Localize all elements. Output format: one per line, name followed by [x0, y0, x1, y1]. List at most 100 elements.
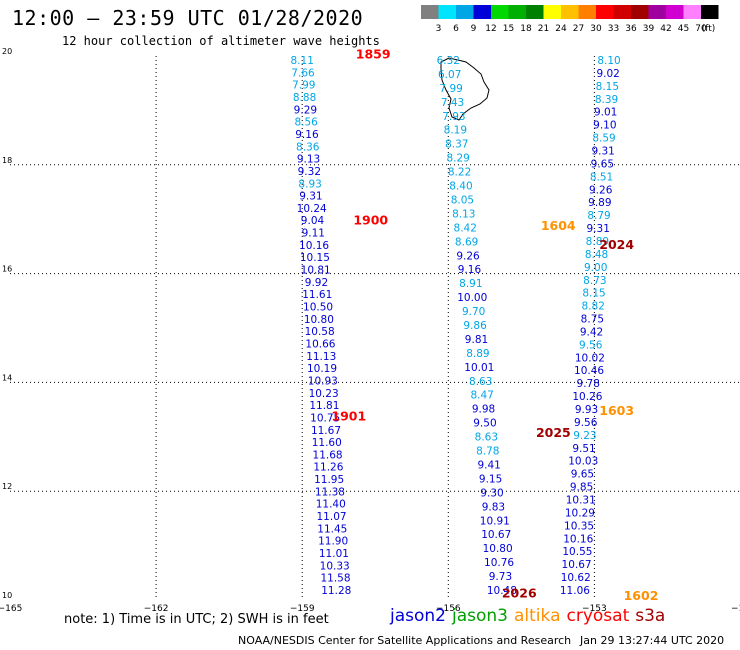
wave-height-value: 10.80 — [483, 543, 513, 555]
wave-height-value: 9.31 — [591, 145, 614, 157]
x-tick-label: −159 — [290, 604, 315, 614]
wave-height-value: 10.00 — [457, 292, 487, 304]
wave-height-value: 8.89 — [586, 236, 609, 248]
pass-time-label: 2024 — [599, 237, 634, 252]
color-legend: 3 6 9 12 15 18 21 24 27 30 33 36 39 42 45 70(ft) — [421, 5, 719, 34]
wave-height-value: 10.26 — [572, 391, 602, 403]
y-tick-label: 12 — [2, 482, 12, 491]
legend-label: 18 — [520, 24, 532, 34]
legend-swatch — [666, 5, 684, 19]
wave-height-value: 10.58 — [305, 326, 335, 338]
wave-height-value: 7.99 — [439, 83, 462, 95]
wave-height-value: 10.80 — [304, 314, 334, 326]
legend-swatch — [701, 5, 719, 19]
wave-height-value: 10.02 — [575, 352, 605, 364]
satellite-cryosat: cryosat — [566, 606, 630, 626]
wave-height-value: 9.16 — [458, 264, 482, 276]
legend-label: 39 — [643, 24, 655, 34]
wave-height-value: 9.11 — [302, 228, 325, 240]
wave-height-value: 10.19 — [307, 363, 337, 375]
satellite-s3a: s3a — [635, 606, 666, 626]
pass-time-label: 1859 — [356, 47, 391, 62]
wave-height-value: 10.81 — [301, 265, 331, 277]
wave-height-value: 9.32 — [298, 166, 321, 178]
legend-swatch — [526, 5, 544, 19]
legend-label: 42 — [660, 24, 671, 34]
y-tick-label: 10 — [2, 591, 12, 600]
wave-height-value: 8.15 — [582, 288, 605, 300]
wave-height-value: 8.93 — [298, 178, 321, 190]
wave-height-value: 10.16 — [563, 533, 593, 545]
wave-height-value: 9.26 — [589, 184, 613, 196]
legend-label: 45 — [678, 24, 689, 34]
legend-swatch — [491, 5, 509, 19]
wave-height-value: 8.42 — [454, 222, 477, 234]
wave-height-value: 10.67 — [481, 529, 511, 541]
hawaii-coastline — [440, 57, 490, 121]
wave-height-value: 10.91 — [480, 515, 510, 527]
legend-label: 12 — [485, 24, 496, 34]
legend-swatch — [683, 5, 701, 19]
wave-height-value: 11.67 — [311, 425, 341, 437]
wave-height-value: 10.55 — [562, 546, 592, 558]
legend-swatch — [508, 5, 526, 19]
wave-height-value: 9.01 — [594, 107, 617, 119]
wave-height-value: 8.36 — [296, 141, 320, 153]
credit-text: NOAA/NESDIS Center for Satellite Applica… — [238, 634, 572, 647]
wave-height-value: 10.33 — [320, 560, 350, 572]
wave-height-value: 6.07 — [438, 69, 461, 81]
wave-height-value: 8.15 — [596, 81, 619, 93]
legend-swatch — [613, 5, 631, 19]
legend-swatch — [438, 5, 456, 19]
wave-height-value: 10.29 — [565, 507, 595, 519]
x-tick-label: −156 — [436, 604, 461, 614]
legend-swatch — [578, 5, 596, 19]
wave-height-value: 11.07 — [317, 511, 347, 523]
track-1859-1901: 8.117.667.998.889.298.569.168.369.139.32… — [291, 55, 352, 597]
wave-height-value: 9.23 — [573, 430, 596, 442]
wave-height-value: 9.65 — [571, 469, 594, 481]
legend-label: 70 — [695, 24, 707, 34]
legend-swatch — [561, 5, 579, 19]
wave-height-value: 9.73 — [489, 571, 512, 583]
wave-height-value: 9.10 — [593, 120, 616, 132]
wave-height-value: 8.37 — [445, 139, 468, 151]
y-tick-label: 14 — [2, 373, 12, 382]
legend-swatch — [648, 5, 666, 19]
wave-height-value: 9.04 — [301, 215, 325, 227]
wave-height-value: 9.83 — [482, 501, 505, 513]
wave-height-value: 10.62 — [561, 572, 591, 584]
pass-time-label: 2025 — [536, 425, 571, 440]
legend-swatch — [596, 5, 614, 19]
wave-height-value: 9.26 — [456, 250, 480, 262]
wave-height-value: 10.03 — [568, 456, 598, 468]
wave-height-value: 9.29 — [294, 104, 317, 116]
x-tick-label: −15 — [731, 604, 740, 614]
legend-swatch — [543, 5, 561, 19]
wave-height-value: 10.46 — [574, 365, 604, 377]
wave-height-value: 8.73 — [583, 275, 606, 287]
wave-height-value: 11.68 — [313, 449, 343, 461]
legend-label: 6 — [453, 24, 459, 34]
wave-height-value: 8.11 — [291, 55, 314, 67]
y-tick-label: 20 — [2, 47, 12, 56]
satellite-jason3: jason3 — [452, 606, 508, 626]
wave-height-value: 8.63 — [475, 432, 498, 444]
wave-height-value: 9.42 — [580, 326, 603, 338]
wave-height-value: 9.78 — [577, 378, 600, 390]
legend-label: 36 — [625, 24, 637, 34]
legend-swatch — [421, 5, 439, 19]
track-2024-2025-2026: 6.32 6.07 7.99 7.43 7.93 8.19 8.37 8.29 8.22 8.40… — [437, 55, 517, 597]
wave-height-value: 9.92 — [305, 277, 328, 289]
wave-height-value: 9.15 — [479, 473, 502, 485]
wave-height-value: 9.93 — [575, 404, 598, 416]
wave-height-value: 10.24 — [297, 203, 327, 215]
satellite-key: jason2 jason3 altika cryosat s3a — [390, 606, 671, 626]
wave-height-value: 10.50 — [303, 302, 333, 314]
wave-height-value: 10.31 — [566, 495, 596, 507]
legend-label: 27 — [573, 24, 584, 34]
wave-height-value: 11.60 — [312, 437, 342, 449]
wave-height-value: 9.50 — [473, 418, 496, 430]
wave-height-value: 9.41 — [477, 459, 500, 471]
